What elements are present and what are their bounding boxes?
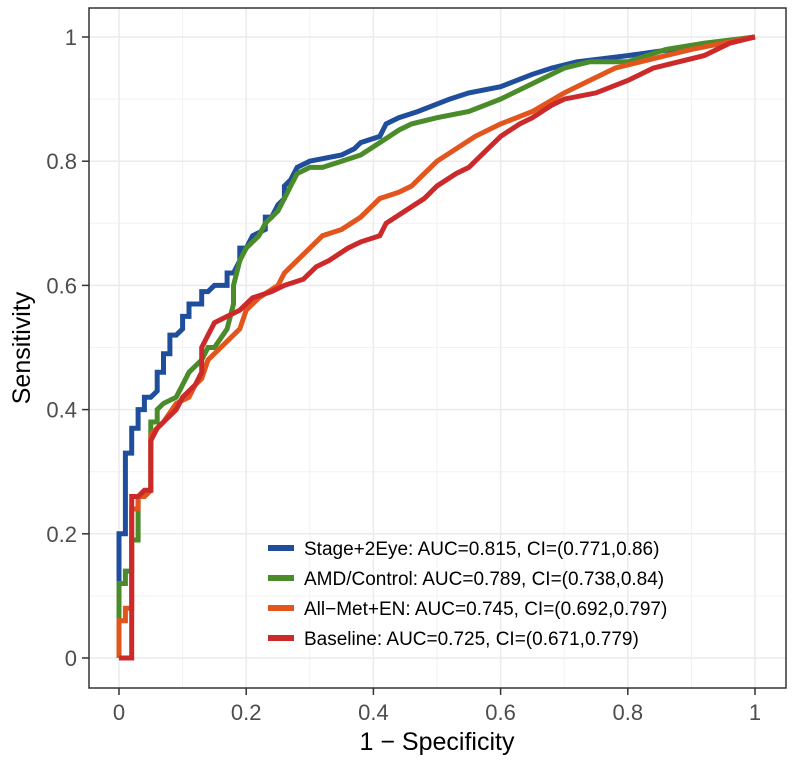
- legend-label: All−Met+EN: AUC=0.745, CI=(0.692,0.797): [304, 599, 667, 620]
- x-tick-label: 1: [749, 700, 761, 725]
- x-axis-title: 1 − Specificity: [360, 728, 515, 756]
- legend-label: Baseline: AUC=0.725, CI=(0.671,0.779): [304, 629, 639, 650]
- x-tick-label: 0.6: [485, 700, 516, 725]
- minor-gridlines: [89, 8, 786, 688]
- legend: Stage+2Eye: AUC=0.815, CI=(0.771,0.86) AM…: [268, 539, 667, 650]
- y-tick-label: 0: [65, 646, 77, 671]
- y-axis-title: Sensitivity: [8, 291, 36, 404]
- y-axis-ticks: 0 0.2 0.4 0.6 0.8 1: [46, 25, 89, 671]
- plot-panel-border: [88, 7, 787, 689]
- y-tick-label: 1: [65, 25, 77, 50]
- x-tick-label: 0.2: [231, 700, 262, 725]
- y-tick-label: 0.4: [46, 398, 77, 423]
- y-tick-label: 0.2: [46, 522, 77, 547]
- x-axis-ticks: 0 0.2 0.4 0.6 0.8 1: [113, 688, 761, 725]
- major-gridlines: [89, 8, 786, 688]
- roc-curve-baseline: [119, 34, 756, 661]
- x-tick-label: 0.4: [358, 700, 389, 725]
- roc-curves: [116, 34, 756, 661]
- x-tick-label: 0.8: [613, 700, 644, 725]
- x-tick-label: 0: [113, 700, 125, 725]
- legend-label: Stage+2Eye: AUC=0.815, CI=(0.771,0.86): [304, 539, 659, 560]
- y-tick-label: 0.6: [46, 273, 77, 298]
- y-tick-label: 0.8: [46, 149, 77, 174]
- legend-label: AMD/Control: AUC=0.789, CI=(0.738,0.84): [304, 569, 664, 590]
